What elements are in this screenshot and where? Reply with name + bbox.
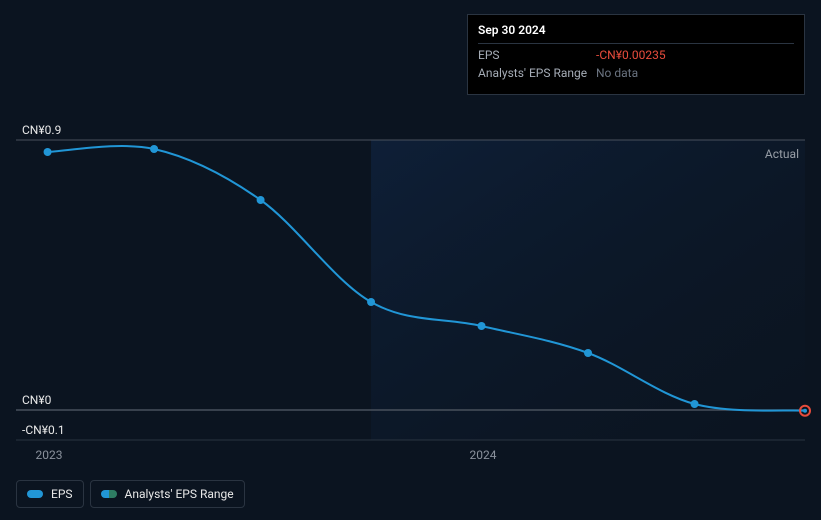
chart-legend: EPS Analysts' EPS Range <box>16 480 245 508</box>
legend-item-eps[interactable]: EPS <box>16 480 84 508</box>
legend-label-eps: EPS <box>51 487 73 501</box>
eps-chart-container: Sep 30 2024 EPS -CN¥0.00235 Analysts' EP… <box>0 0 821 520</box>
eps-line-chart[interactable] <box>0 0 821 520</box>
legend-swatch-eps <box>27 490 43 498</box>
legend-label-range: Analysts' EPS Range <box>125 487 234 501</box>
legend-item-range[interactable]: Analysts' EPS Range <box>90 480 245 508</box>
legend-swatch-range <box>101 490 117 498</box>
x-axis-label-1: 2024 <box>470 448 497 462</box>
x-axis-label-0: 2023 <box>36 448 63 462</box>
